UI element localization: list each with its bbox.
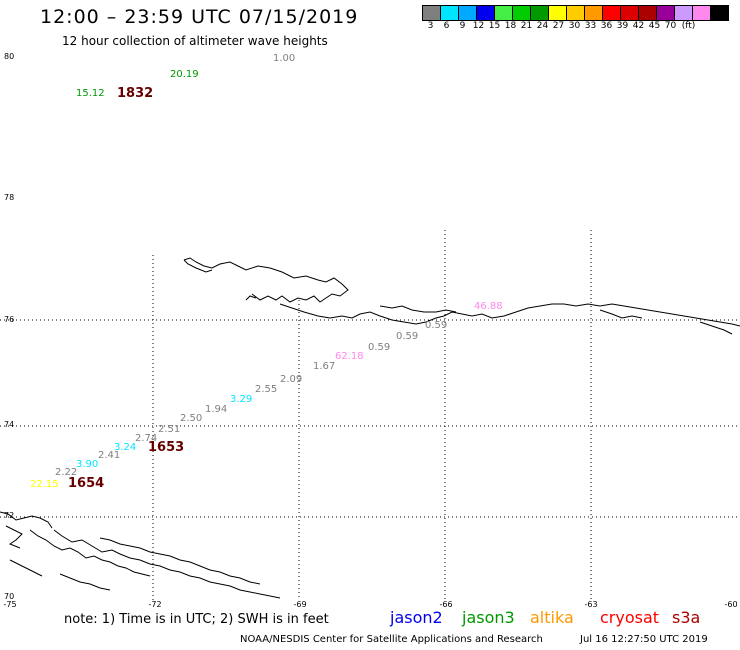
legend-label: 18	[504, 21, 517, 31]
legend-label: 24	[536, 21, 549, 31]
wave-height-label: 2.55	[255, 384, 278, 395]
satellite-legend-cryosat: cryosat	[600, 608, 660, 627]
legend-label: 21	[520, 21, 533, 31]
legend-label: 45	[648, 21, 661, 31]
lon-label-63: -63	[584, 600, 598, 609]
wave-height-label: 20.19	[170, 69, 199, 80]
wave-height-label: 2.09	[280, 374, 303, 385]
greenland-coastline	[183, 257, 740, 335]
lon-label-66: -66	[439, 600, 453, 609]
satellite-legend-jason2: jason2	[390, 608, 443, 627]
legend-label: 9	[459, 21, 466, 31]
legend-label: 36	[600, 21, 613, 31]
legend-label: 42	[632, 21, 645, 31]
wave-height-color-legend	[422, 5, 729, 21]
wave-height-label: 0.59	[396, 331, 419, 342]
legend-label: 70	[664, 21, 677, 31]
wave-height-label: 46.88	[474, 301, 503, 312]
lat-label-76: 76	[4, 315, 15, 324]
pass-time-label: 1832	[117, 86, 154, 101]
wave-height-label: 22.15	[30, 479, 59, 490]
wave-height-label: 0.59	[425, 320, 448, 331]
legend-label: (ft)	[681, 21, 696, 31]
lat-label-70: 70	[4, 592, 15, 601]
wave-height-label: 3.29	[230, 394, 253, 405]
lat-label-80: 80	[4, 52, 15, 61]
wave-height-label: 15.12	[76, 88, 105, 99]
legend-swatch-max	[710, 5, 729, 21]
legend-label: 27	[552, 21, 565, 31]
wave-height-label: 2.41	[98, 450, 121, 461]
pass-time-label: 1654	[68, 476, 105, 491]
wave-height-label: 0.59	[368, 342, 391, 353]
legend-label: 6	[443, 21, 450, 31]
legend-label: 3	[427, 21, 434, 31]
legend-label: 30	[568, 21, 581, 31]
map-title: 12:00 – 23:59 UTC 07/15/2019	[40, 6, 359, 28]
baffin-island-coastline	[0, 511, 281, 599]
wave-height-label: 1.67	[313, 361, 336, 372]
lat-label-72: 72	[4, 511, 15, 520]
wave-height-label: 2.74	[135, 433, 158, 444]
legend-label: 39	[616, 21, 629, 31]
satellite-legend-jason3: jason3	[462, 608, 515, 627]
wave-height-label: 1.94	[205, 404, 228, 415]
wave-height-label: 62.18	[335, 351, 364, 362]
graticule	[0, 230, 740, 600]
satellite-legend-altika: altika	[530, 608, 574, 627]
wave-height-label: 2.51	[158, 424, 181, 435]
wave-height-label: 3.90	[76, 459, 99, 470]
lon-label-75: -75	[3, 600, 17, 609]
lat-label-74: 74	[4, 420, 15, 429]
wave-height-label: 3.24	[114, 442, 137, 453]
wave-height-label: 2.22	[55, 467, 78, 478]
satellite-legend-s3a: s3a	[672, 608, 701, 627]
wave-height-label: 2.50	[180, 413, 203, 424]
lon-label-69: -69	[293, 600, 307, 609]
credit-line: NOAA/NESDIS Center for Satellite Applica…	[240, 634, 543, 645]
legend-label: 33	[584, 21, 597, 31]
legend-label: 15	[488, 21, 501, 31]
lat-label-78: 78	[4, 193, 15, 202]
wave-height-label: 1.00	[273, 53, 296, 64]
map-subtitle: 12 hour collection of altimeter wave hei…	[62, 34, 328, 48]
lon-label-60: -60	[724, 600, 738, 609]
pass-time-label: 1653	[148, 440, 185, 455]
legend-label: 12	[472, 21, 485, 31]
footer-note: note: 1) Time is in UTC; 2) SWH is in fe…	[64, 612, 329, 627]
lon-label-72: -72	[148, 600, 162, 609]
generated-timestamp: Jul 16 12:27:50 UTC 2019	[580, 634, 708, 645]
